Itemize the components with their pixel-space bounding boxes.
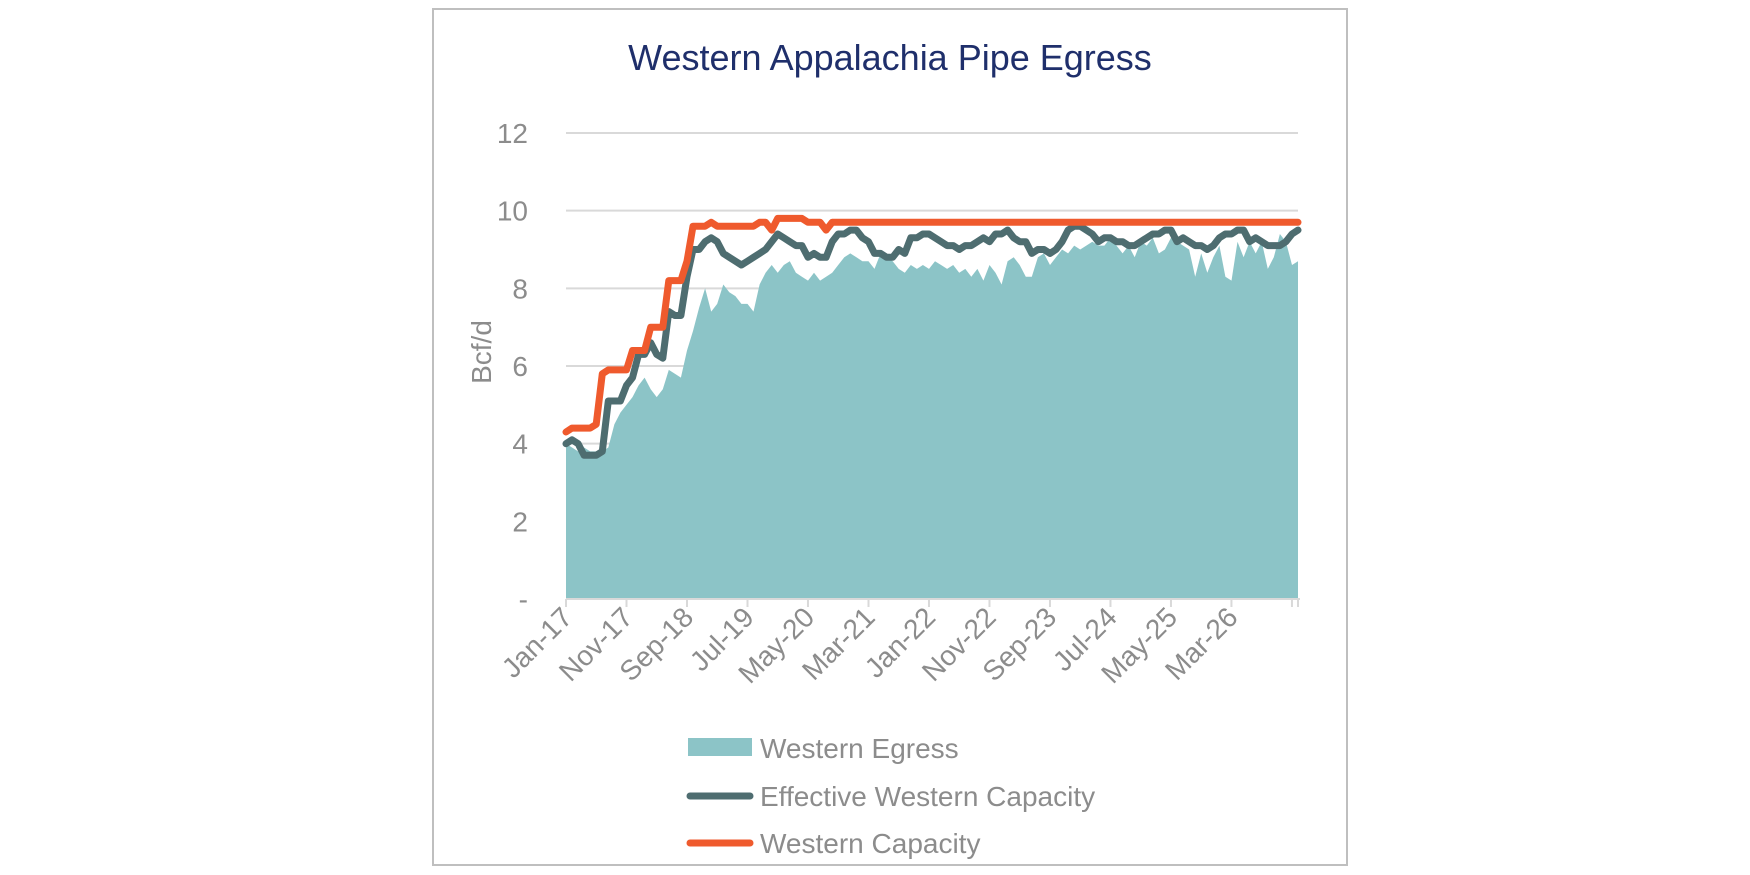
y-tick-label-2: 4 — [512, 429, 528, 460]
y-axis-label: Bcf/d — [466, 320, 497, 384]
legend: Western Egress Effective Western Capacity… — [686, 733, 1095, 859]
series-line-effective-western-capacity — [562, 222, 1302, 459]
lines-layer — [562, 214, 1302, 459]
y-tick-label-0: - — [519, 584, 528, 615]
y-tick-label-4: 8 — [512, 273, 528, 304]
legend-label-western-egress: Western Egress — [760, 733, 959, 764]
legend-label-effective-western-capacity: Effective Western Capacity — [760, 781, 1095, 812]
series-line-western-capacity — [562, 214, 1302, 436]
legend-label-western-capacity: Western Capacity — [760, 828, 980, 859]
x-axis: Jan-17Nov-17Sep-18Jul-19May-20Mar-21Jan-… — [496, 598, 1300, 689]
y-tick-label-1: 2 — [512, 506, 528, 537]
y-axis: - 2 4 6 8 10 12 — [497, 118, 528, 615]
legend-swatch-western-egress — [688, 738, 752, 756]
y-tick-label-6: 12 — [497, 118, 528, 149]
y-tick-label-3: 6 — [512, 351, 528, 382]
y-tick-label-5: 10 — [497, 196, 528, 227]
area-layer — [566, 234, 1298, 599]
series-area-western-egress — [566, 234, 1298, 599]
chart-title: Western Appalachia Pipe Egress — [628, 37, 1152, 78]
